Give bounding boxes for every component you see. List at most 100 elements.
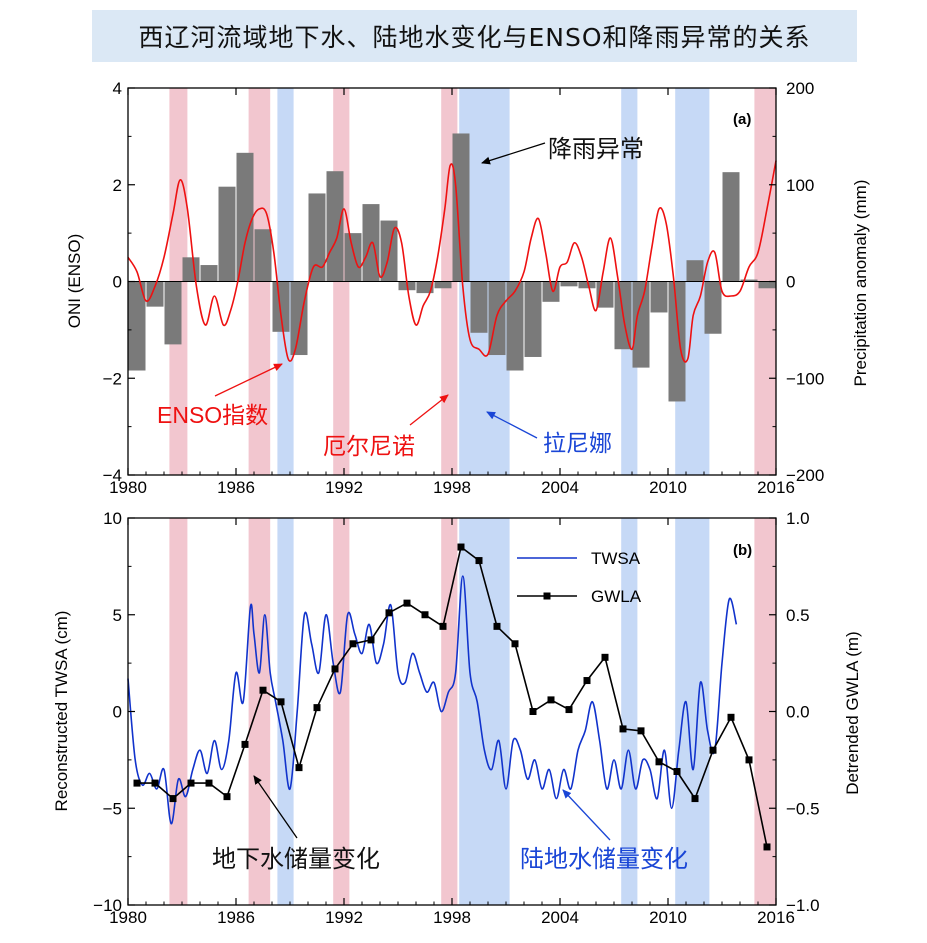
gwla-point [637,727,645,735]
b-ticks: 1980 1986 1992 1998 2004 2010 2016 10 1.0 5 0.5 0 0.… [93,509,819,927]
precip-bar [416,281,434,294]
precip-bar [740,279,758,282]
b-y-tick-label-right: 0.0 [786,703,810,722]
precip-bar [308,193,326,282]
gwla-point [205,779,213,787]
legend-twsa-label: TWSA [591,549,641,568]
b-panel-label: (b) [733,542,752,559]
lanina-annotation: 拉尼娜 [543,430,612,456]
precip-bar [272,281,290,332]
precip-bar [452,133,470,282]
oni-line [127,160,777,363]
a-x-tick-label: 2016 [757,478,795,497]
gwla-point [349,640,357,648]
b-y-tick-label-right: 1.0 [786,509,810,528]
precip-bar [344,233,362,282]
b-y-tick-label-left: −10 [93,896,122,915]
lanina-band [675,518,710,905]
b-x-tick-label: 2004 [541,908,579,927]
gwla-annotation: 地下水储量变化 [212,846,380,873]
precip-bar [506,281,524,371]
precip-bar [182,257,200,282]
b-ylabel-left: Reconstructed TWSA (cm) [52,611,71,812]
precip-bar [578,281,596,289]
precip-arrow [481,142,546,165]
a-y-tick-label-right: 100 [786,176,814,195]
a-y-tick-label-right: 0 [786,273,795,292]
gwla-point [619,725,627,733]
a-x-tick-label: 2010 [649,478,687,497]
precip-bar [218,186,236,282]
oni-arrow [214,363,283,397]
gwla-point [223,793,231,801]
b-y-tick-label-left: 5 [113,606,122,625]
a-panel-label: (a) [733,111,751,128]
b-x-tick-label: 2010 [649,908,687,927]
a-ylabel-right: Precipitation anomaly (mm) [851,180,870,387]
lanina-arrow [486,411,538,439]
gwla-point [709,746,717,754]
a-x-tick-label: 2004 [541,478,579,497]
a-y-tick-label-right: 200 [786,79,814,98]
elnino-arrow [409,394,449,426]
precip-bar [164,281,182,345]
gwla-point [547,696,555,704]
gwla-point [187,779,195,787]
precip-bar [200,265,218,282]
legend-gwla-label: GWLA [591,587,642,606]
b-x-tick-label: 1992 [325,908,363,927]
lanina-band [459,518,510,905]
a-y-tick-label-left: 2 [113,176,122,195]
precip-bar [524,281,542,357]
elnino-band [169,518,188,905]
twsa-annotation: 陆地水储量变化 [520,846,688,873]
precip-bar [470,281,488,333]
a-y-tick-label-left: 0 [113,273,122,292]
gwla-point [169,795,177,803]
b-y-tick-label-right: 0.5 [786,606,810,625]
gwla-point [511,640,519,648]
precip-bar [326,171,344,282]
legend: TWSA GWLA [517,549,642,606]
gwla-point [691,795,699,803]
b-x-tick-label: 2016 [757,908,795,927]
gwla-point [601,653,609,661]
precip-bar [128,281,146,371]
a-ticks: 1980 1986 1992 1998 2004 2010 2016 4 200 2 100 0 0 −2… [103,79,825,497]
a-x-tick-label: 1992 [325,478,363,497]
a-ylabel-left: ONI (ENSO) [65,234,84,328]
b-y-tick-label-left: 10 [103,509,122,528]
b-x-tick-label: 1998 [433,908,471,927]
gwla-point [493,622,501,630]
precip-bar [290,281,308,356]
b-y-tick-label-left: 0 [113,703,122,722]
b-y-tick-label-right: −1.0 [786,896,820,915]
gwla-point [421,611,429,619]
precip-bars [128,133,776,402]
gwla-point [313,704,321,712]
precip-bar [704,281,722,334]
precip-annotation: 降雨异常 [548,136,644,163]
precip-bar [254,229,272,282]
gwla-point [277,698,285,706]
oni-annotation: ENSO指数 [157,402,268,428]
twsa-arrow [562,789,611,841]
gwla-point [529,708,537,715]
b-ylabel-right: Detrended GWLA (m) [843,631,862,794]
b-y-tick-label-left: −5 [103,799,122,818]
elnino-annotation: 厄尔尼诺 [323,433,415,459]
gwla-point [673,767,681,775]
precip-bar [686,260,704,282]
gwla-point [475,557,483,565]
precip-bar [236,152,254,282]
gwla-arrow [253,775,298,839]
precip-bar [434,281,452,289]
gwla-point [403,599,411,607]
gwla-point [331,665,339,673]
b-x-tick-label: 1986 [217,908,255,927]
gwla-point [763,843,771,851]
gwla-point [565,706,573,714]
a-y-tick-label-left: 4 [113,79,122,98]
a-x-tick-label: 1986 [217,478,255,497]
